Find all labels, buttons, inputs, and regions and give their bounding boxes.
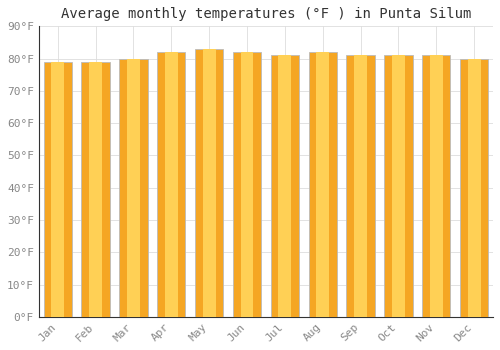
- Bar: [316, 52, 329, 317]
- Bar: [165, 52, 177, 317]
- Bar: [468, 58, 480, 317]
- Bar: [270, 55, 299, 317]
- Bar: [430, 55, 442, 317]
- Bar: [354, 55, 367, 317]
- Bar: [157, 52, 186, 317]
- Bar: [119, 58, 148, 317]
- Title: Average monthly temperatures (°F ) in Punta Silum: Average monthly temperatures (°F ) in Pu…: [60, 7, 471, 21]
- Bar: [82, 62, 110, 317]
- Bar: [384, 55, 412, 317]
- Bar: [195, 49, 224, 317]
- Bar: [89, 62, 102, 317]
- Bar: [127, 58, 140, 317]
- Bar: [346, 55, 375, 317]
- Bar: [308, 52, 337, 317]
- Bar: [278, 55, 291, 317]
- Bar: [44, 62, 72, 317]
- Bar: [52, 62, 64, 317]
- Bar: [392, 55, 405, 317]
- Bar: [240, 52, 254, 317]
- Bar: [233, 52, 261, 317]
- Bar: [203, 49, 215, 317]
- Bar: [460, 58, 488, 317]
- Bar: [422, 55, 450, 317]
